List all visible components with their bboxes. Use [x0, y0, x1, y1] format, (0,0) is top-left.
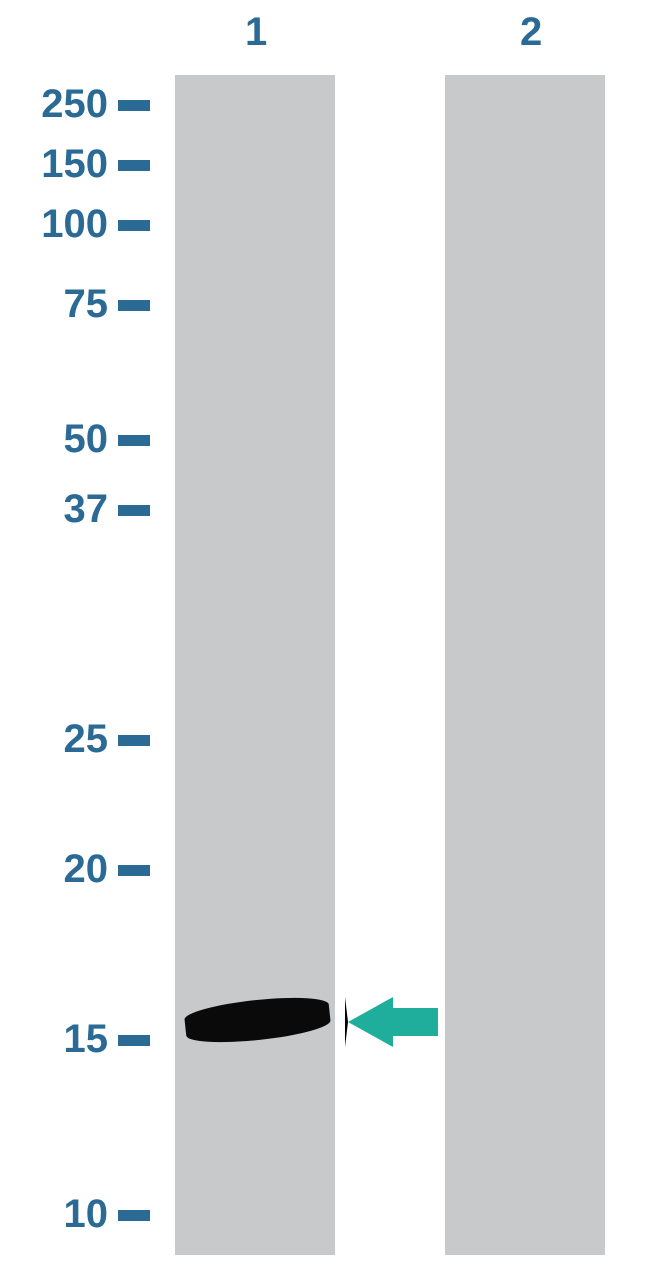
arrow-head-icon: [345, 997, 393, 1047]
marker-tick-15: [118, 1035, 150, 1046]
marker-label-75: 75: [0, 282, 108, 327]
marker-tick-25: [118, 735, 150, 746]
marker-label-100: 100: [0, 202, 108, 247]
marker-tick-37: [118, 505, 150, 516]
marker-tick-10: [118, 1210, 150, 1221]
marker-tick-75: [118, 300, 150, 311]
marker-label-50: 50: [0, 417, 108, 462]
marker-label-10: 10: [0, 1192, 108, 1237]
marker-tick-150: [118, 160, 150, 171]
lane-1: [175, 75, 335, 1255]
marker-tick-20: [118, 865, 150, 876]
arrow-tail-icon: [390, 1008, 438, 1036]
marker-label-150: 150: [0, 142, 108, 187]
western-blot-container: 1 2 250 150 100 75 50 37 25 20 15 10: [0, 0, 650, 1270]
marker-label-250: 250: [0, 82, 108, 127]
marker-label-15: 15: [0, 1017, 108, 1062]
marker-label-25: 25: [0, 717, 108, 762]
lane-2: [445, 75, 605, 1255]
lane-label-2: 2: [520, 10, 542, 55]
lane-label-1: 1: [245, 10, 267, 55]
marker-tick-250: [118, 100, 150, 111]
marker-label-37: 37: [0, 487, 108, 532]
marker-tick-50: [118, 435, 150, 446]
marker-label-20: 20: [0, 847, 108, 892]
marker-tick-100: [118, 220, 150, 231]
